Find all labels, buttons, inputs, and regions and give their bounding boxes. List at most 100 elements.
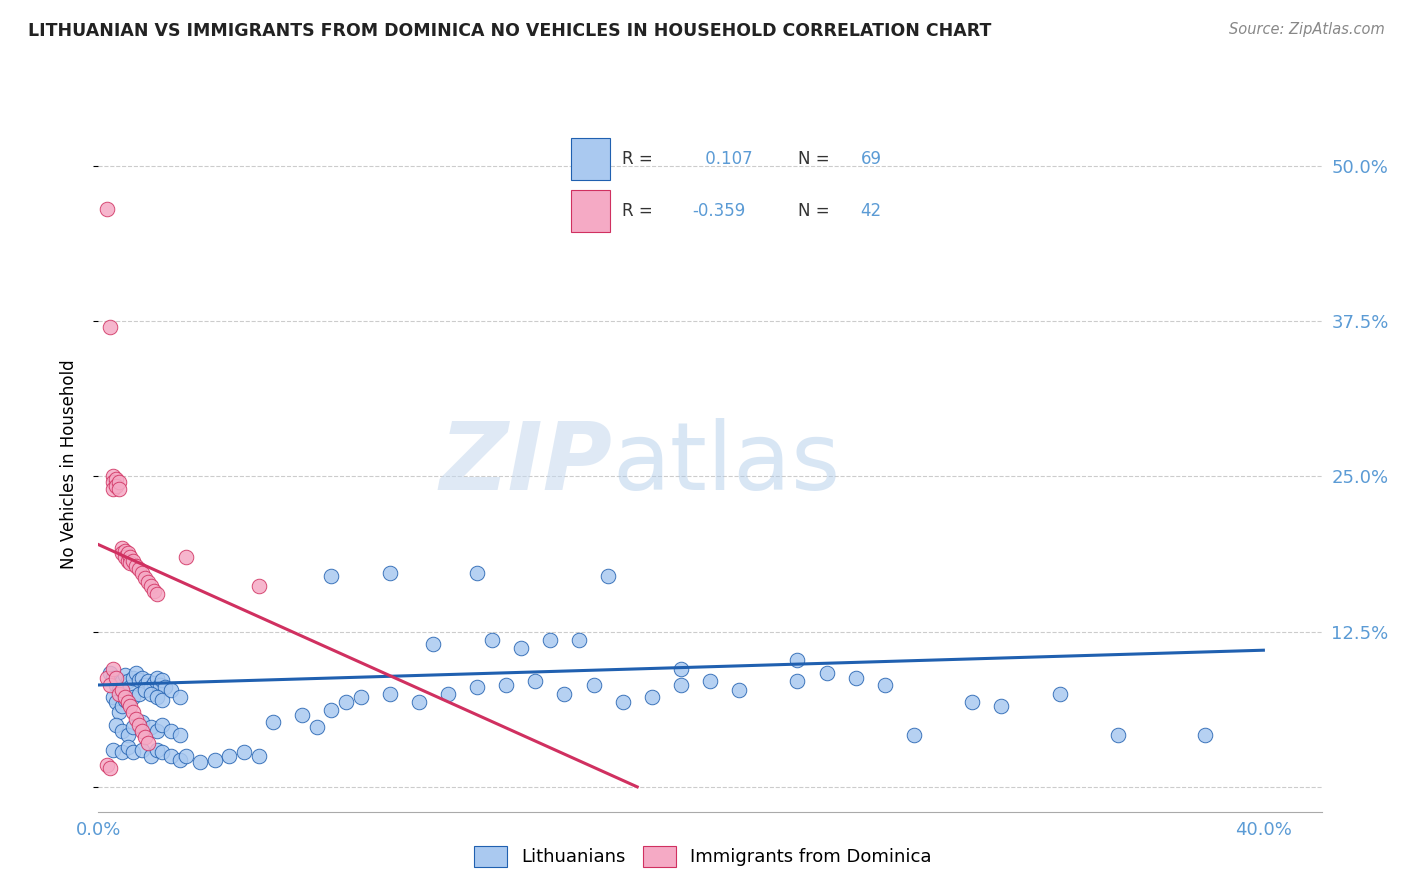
Point bbox=[142, 583, 165, 598]
Legend: Lithuanians, Immigrants from Dominica: Lithuanians, Immigrants from Dominica bbox=[467, 838, 939, 874]
Point bbox=[101, 671, 124, 685]
Point bbox=[134, 730, 156, 744]
Point bbox=[873, 678, 896, 692]
Point bbox=[699, 674, 721, 689]
Point bbox=[169, 753, 191, 767]
Point bbox=[174, 549, 197, 564]
Point bbox=[125, 665, 148, 680]
Point bbox=[104, 671, 127, 685]
Point bbox=[108, 687, 131, 701]
Point bbox=[120, 549, 142, 564]
Point bbox=[145, 723, 167, 738]
Point bbox=[131, 566, 153, 581]
Point bbox=[145, 742, 167, 756]
Text: 42: 42 bbox=[860, 202, 882, 220]
Point bbox=[101, 482, 124, 496]
Point bbox=[96, 757, 118, 772]
Point bbox=[98, 665, 121, 680]
Point bbox=[104, 695, 127, 709]
Point bbox=[111, 541, 134, 556]
Point bbox=[104, 479, 127, 493]
Point bbox=[291, 707, 314, 722]
Point bbox=[786, 674, 808, 689]
Point bbox=[117, 554, 139, 568]
Point bbox=[139, 687, 162, 701]
Point bbox=[96, 202, 118, 216]
Point bbox=[596, 568, 619, 582]
Point bbox=[111, 745, 134, 759]
Text: R =: R = bbox=[621, 202, 652, 220]
Point bbox=[481, 633, 503, 648]
Point bbox=[262, 715, 284, 730]
Point bbox=[122, 671, 145, 685]
Point bbox=[122, 706, 145, 720]
Point bbox=[1107, 728, 1129, 742]
Point bbox=[233, 745, 256, 759]
Point bbox=[321, 703, 343, 717]
Point bbox=[114, 690, 136, 705]
Point bbox=[131, 742, 153, 756]
Point bbox=[437, 687, 460, 701]
Point bbox=[247, 748, 270, 763]
Point bbox=[120, 699, 142, 714]
Point bbox=[125, 558, 148, 573]
Point bbox=[218, 748, 240, 763]
Text: 0.107: 0.107 bbox=[700, 150, 752, 168]
Point bbox=[152, 745, 174, 759]
Point bbox=[96, 671, 118, 685]
Point bbox=[465, 566, 488, 581]
Point bbox=[131, 671, 153, 685]
Point bbox=[152, 673, 174, 687]
Point bbox=[108, 475, 131, 490]
Point bbox=[1194, 728, 1216, 742]
Point bbox=[98, 761, 121, 775]
Point bbox=[114, 668, 136, 682]
Point bbox=[134, 678, 156, 692]
Point bbox=[104, 678, 127, 692]
Point bbox=[378, 566, 401, 581]
Point bbox=[114, 549, 136, 564]
Point bbox=[524, 674, 547, 689]
Point bbox=[845, 671, 868, 685]
Y-axis label: No Vehicles in Household: No Vehicles in Household bbox=[59, 359, 77, 569]
Point bbox=[111, 546, 134, 560]
Point bbox=[155, 681, 177, 695]
Point bbox=[139, 681, 162, 695]
Point bbox=[117, 695, 139, 709]
Point bbox=[134, 683, 156, 698]
Point bbox=[188, 755, 212, 769]
Point bbox=[960, 695, 983, 709]
Point bbox=[422, 637, 444, 651]
Point bbox=[131, 715, 153, 730]
Point bbox=[152, 717, 174, 731]
Point bbox=[114, 543, 136, 558]
Point bbox=[122, 690, 145, 705]
Point bbox=[509, 640, 531, 655]
Point bbox=[538, 633, 561, 648]
Point bbox=[553, 687, 575, 701]
Point bbox=[139, 579, 162, 593]
Point bbox=[134, 571, 156, 585]
Point bbox=[160, 723, 183, 738]
Point bbox=[136, 736, 159, 750]
Point bbox=[378, 687, 401, 701]
Point bbox=[111, 699, 134, 714]
Point bbox=[321, 568, 343, 582]
Text: Source: ZipAtlas.com: Source: ZipAtlas.com bbox=[1229, 22, 1385, 37]
Point bbox=[160, 748, 183, 763]
Point bbox=[120, 681, 142, 695]
Point bbox=[122, 745, 145, 759]
Text: 69: 69 bbox=[860, 150, 882, 168]
Point bbox=[128, 687, 150, 701]
Point bbox=[139, 720, 162, 734]
Point bbox=[145, 690, 167, 705]
Point bbox=[815, 665, 838, 680]
Text: atlas: atlas bbox=[612, 417, 841, 510]
Point bbox=[101, 469, 124, 483]
Point bbox=[152, 693, 174, 707]
Point bbox=[465, 681, 488, 695]
Point bbox=[125, 712, 148, 726]
Point bbox=[408, 695, 430, 709]
Point bbox=[117, 740, 139, 755]
Point bbox=[117, 695, 139, 709]
